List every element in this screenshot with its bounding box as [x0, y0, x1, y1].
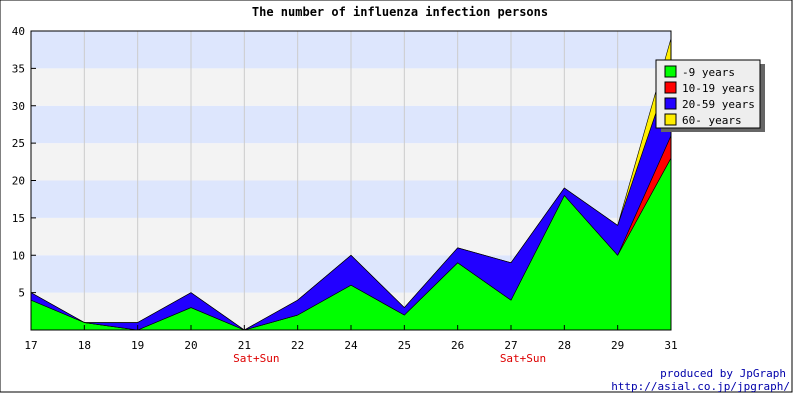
x-tick-label: 18	[78, 339, 91, 352]
x-tick-label: 22	[291, 339, 304, 352]
x-tick-label: 27	[504, 339, 517, 352]
credit-line-2: http://asial.co.jp/jpgraph/	[611, 380, 790, 393]
chart-title: The number of influenza infection person…	[252, 5, 548, 19]
y-tick-label: 25	[12, 137, 25, 150]
y-tick-label: 5	[18, 287, 25, 300]
y-tick-label: 40	[12, 25, 25, 38]
legend-label: 20-59 years	[682, 98, 755, 111]
y-tick-label: 35	[12, 62, 25, 75]
legend-label: -9 years	[682, 66, 735, 79]
x-tick-note: Sat+Sun	[500, 352, 546, 365]
x-tick-note: Sat+Sun	[233, 352, 279, 365]
x-tick-label: 19	[131, 339, 144, 352]
legend-swatch	[664, 81, 677, 94]
x-tick-label: 31	[664, 339, 677, 352]
x-tick-label: 29	[611, 339, 624, 352]
y-tick-label: 30	[12, 100, 25, 113]
x-tick-label: 26	[451, 339, 464, 352]
x-tick-label: 17	[24, 339, 37, 352]
credit-line-1: produced by JpGraph	[660, 367, 786, 380]
legend-swatch	[664, 65, 677, 78]
x-tick-label: 21	[238, 339, 251, 352]
legend: -9 years 10-19 years 20-59 years 60- years	[655, 59, 765, 132]
y-tick-label: 10	[12, 249, 25, 262]
legend-swatch	[664, 97, 677, 110]
x-tick-label: 28	[558, 339, 571, 352]
x-tick-label: 24	[344, 339, 358, 352]
y-tick-label: 15	[12, 212, 25, 225]
legend-label: 60- years	[682, 114, 742, 127]
x-tick-label: 20	[184, 339, 197, 352]
y-tick-label: 20	[12, 175, 25, 188]
x-tick-label: 25	[398, 339, 411, 352]
legend-swatch	[664, 113, 677, 126]
legend-label: 10-19 years	[682, 82, 755, 95]
